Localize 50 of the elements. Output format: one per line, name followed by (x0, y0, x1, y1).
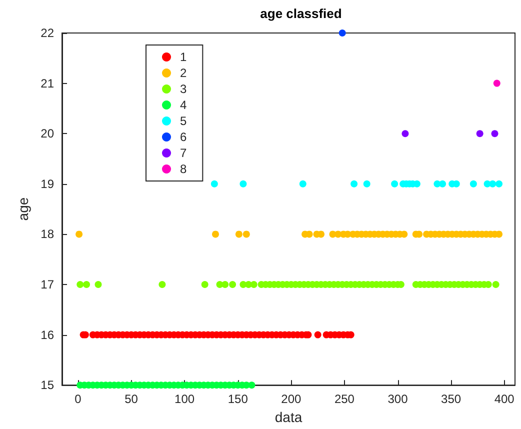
point (493, 80, 500, 87)
point (248, 382, 256, 389)
legend-label: 1 (180, 50, 187, 64)
x-tick-label: 100 (174, 392, 195, 406)
y-tick-label: 18 (40, 227, 54, 242)
point (470, 180, 477, 188)
legend-label: 8 (180, 162, 187, 176)
legend-label: 2 (180, 66, 187, 80)
point (350, 180, 358, 188)
point (210, 180, 218, 188)
point (212, 230, 219, 238)
x-tick-label: 400 (494, 392, 515, 406)
y-tick-label: 19 (40, 176, 54, 191)
x-tick-label: 350 (441, 392, 462, 406)
point (439, 180, 446, 188)
point (489, 180, 496, 188)
point (240, 180, 247, 188)
point (496, 230, 503, 238)
point (363, 180, 370, 188)
chart-title: age classfied (260, 6, 342, 21)
x-tick-label: 250 (334, 392, 355, 406)
x-tick-label: 200 (281, 392, 302, 406)
x-tick-label: 150 (228, 392, 248, 406)
point (242, 230, 250, 238)
point (299, 180, 306, 188)
y-tick-label: 21 (40, 76, 54, 90)
y-tick-label: 22 (40, 26, 54, 40)
point (476, 130, 484, 138)
point (402, 130, 409, 138)
point (76, 230, 83, 238)
legend-label: 6 (180, 130, 187, 144)
x-tick-label: 300 (388, 392, 408, 406)
legend-label: 4 (180, 98, 187, 112)
x-tick-label: 50 (124, 392, 138, 406)
point (318, 230, 325, 238)
x-axis-title: data (274, 409, 302, 425)
point (391, 180, 398, 188)
point (496, 180, 503, 188)
y-tick-label: 15 (40, 378, 54, 392)
legend-label: 7 (180, 146, 187, 160)
y-tick-label: 16 (40, 328, 54, 342)
y-axis-title: age (14, 197, 31, 221)
y-tick-label: 20 (40, 126, 54, 141)
y-tick-label: 17 (40, 278, 54, 292)
legend-label: 3 (180, 82, 187, 96)
x-tick-label: 0 (74, 392, 82, 406)
point (491, 130, 498, 138)
legend-label: 5 (180, 114, 187, 128)
point (338, 30, 346, 36)
point (235, 230, 242, 238)
